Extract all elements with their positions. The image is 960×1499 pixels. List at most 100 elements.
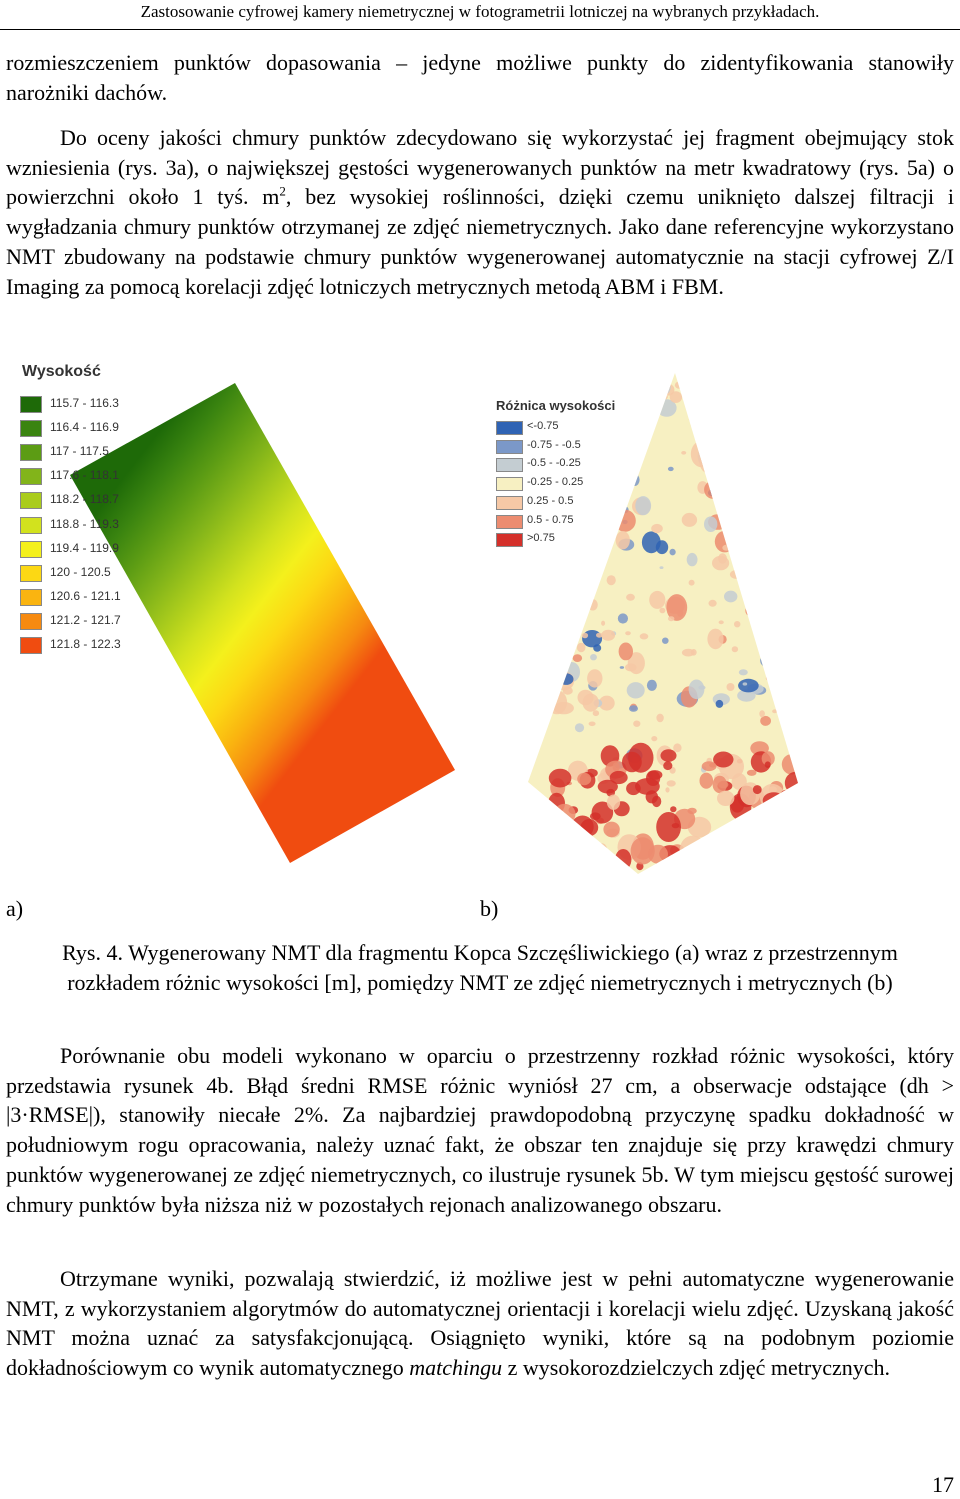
difference-patch [614, 509, 636, 532]
legend-label: 115.7 - 116.3 [50, 396, 119, 410]
difference-patch [803, 773, 817, 790]
difference-patch [752, 577, 771, 597]
difference-patch [556, 823, 583, 848]
difference-patch [772, 709, 778, 714]
panel-label-b: b) [480, 896, 499, 921]
legend-label: 120 - 120.5 [50, 564, 111, 579]
legend-swatch [20, 492, 42, 510]
difference-patch [793, 746, 798, 772]
difference-patch [548, 768, 572, 788]
difference-patch [596, 843, 607, 855]
legend-swatch [496, 439, 523, 454]
elevation-map [70, 383, 455, 863]
difference-patch [779, 860, 798, 874]
difference-patch [592, 710, 600, 717]
difference-patch [600, 373, 613, 380]
legend-swatch [20, 516, 42, 534]
difference-patch [558, 673, 574, 685]
difference-patch [605, 437, 613, 444]
difference-patch [765, 517, 774, 523]
difference-patch [571, 815, 594, 838]
difference-patch [738, 867, 755, 874]
difference-patch [718, 553, 727, 564]
legend-swatch [496, 477, 523, 492]
difference-patch [777, 806, 798, 825]
difference-patch [699, 772, 714, 789]
difference-patch [556, 414, 576, 437]
difference-patch [613, 413, 630, 425]
difference-patch [784, 373, 797, 383]
legend-label: -0.25 - 0.25 [527, 476, 584, 489]
difference-patch [666, 594, 688, 621]
difference-patch [588, 851, 603, 868]
legend-label: 121.8 - 122.3 [50, 637, 121, 651]
difference-patch [626, 433, 638, 442]
difference-patch [777, 832, 798, 849]
difference-patch [540, 679, 553, 694]
difference-patch [793, 484, 798, 489]
difference-patch [766, 591, 788, 617]
difference-patch [662, 868, 672, 874]
difference-patch [713, 751, 734, 768]
difference-patch [783, 845, 798, 860]
difference-patch [690, 422, 700, 428]
difference-patch [596, 632, 603, 638]
difference-patch [765, 652, 776, 662]
superscript: 2 [279, 184, 286, 200]
difference-patch [751, 816, 760, 824]
difference-patch [546, 690, 568, 715]
difference-patch [651, 795, 662, 808]
difference-patch [762, 542, 776, 558]
difference-patch [787, 541, 798, 567]
difference-patch [776, 491, 797, 514]
difference-patch [763, 551, 768, 556]
difference-patch [751, 448, 759, 454]
difference-patch [601, 516, 610, 524]
difference-patch [768, 611, 775, 617]
difference-patch [797, 830, 798, 850]
difference-patch [562, 686, 573, 695]
difference-patch [760, 653, 778, 668]
difference-patch [750, 582, 758, 588]
legend-swatch [20, 612, 42, 630]
legend-label: 116.4 - 116.9 [50, 420, 119, 435]
difference-patch [569, 830, 594, 855]
difference-patch [668, 616, 675, 622]
difference-patch [775, 584, 790, 596]
difference-patch [601, 629, 616, 641]
difference-patch [782, 506, 794, 517]
difference-patch [780, 702, 798, 719]
difference-patch [626, 682, 645, 699]
difference-patch [673, 743, 682, 753]
difference-raster [528, 373, 798, 874]
difference-patch [746, 769, 757, 776]
difference-patch [684, 380, 700, 393]
difference-patch [762, 792, 785, 809]
difference-patch [765, 590, 785, 611]
difference-patch [718, 620, 724, 625]
difference-patch [554, 377, 562, 386]
difference-patch [726, 425, 735, 436]
difference-patch [685, 864, 692, 871]
difference-patch [633, 720, 641, 727]
difference-patch [777, 504, 795, 523]
difference-patch [549, 557, 567, 574]
difference-patch [528, 593, 546, 608]
difference-patch [790, 631, 798, 642]
difference-patch [734, 549, 751, 561]
difference-patch [618, 642, 633, 661]
difference-patch [759, 710, 765, 718]
difference-patch [715, 699, 724, 708]
difference-patch [791, 373, 798, 381]
difference-patch [670, 806, 677, 813]
legend-label: 118.2 - 118.7 [50, 492, 119, 507]
difference-patch [586, 463, 598, 476]
page-number: 17 [932, 1472, 954, 1497]
italic-term: matchingu [409, 1355, 503, 1381]
legend-swatch [20, 564, 42, 582]
difference-patch [656, 713, 664, 723]
difference-patch [726, 683, 735, 691]
difference-patch [609, 770, 628, 785]
legend-label: -0.75 - -0.5 [527, 438, 581, 451]
difference-patch [583, 840, 593, 851]
